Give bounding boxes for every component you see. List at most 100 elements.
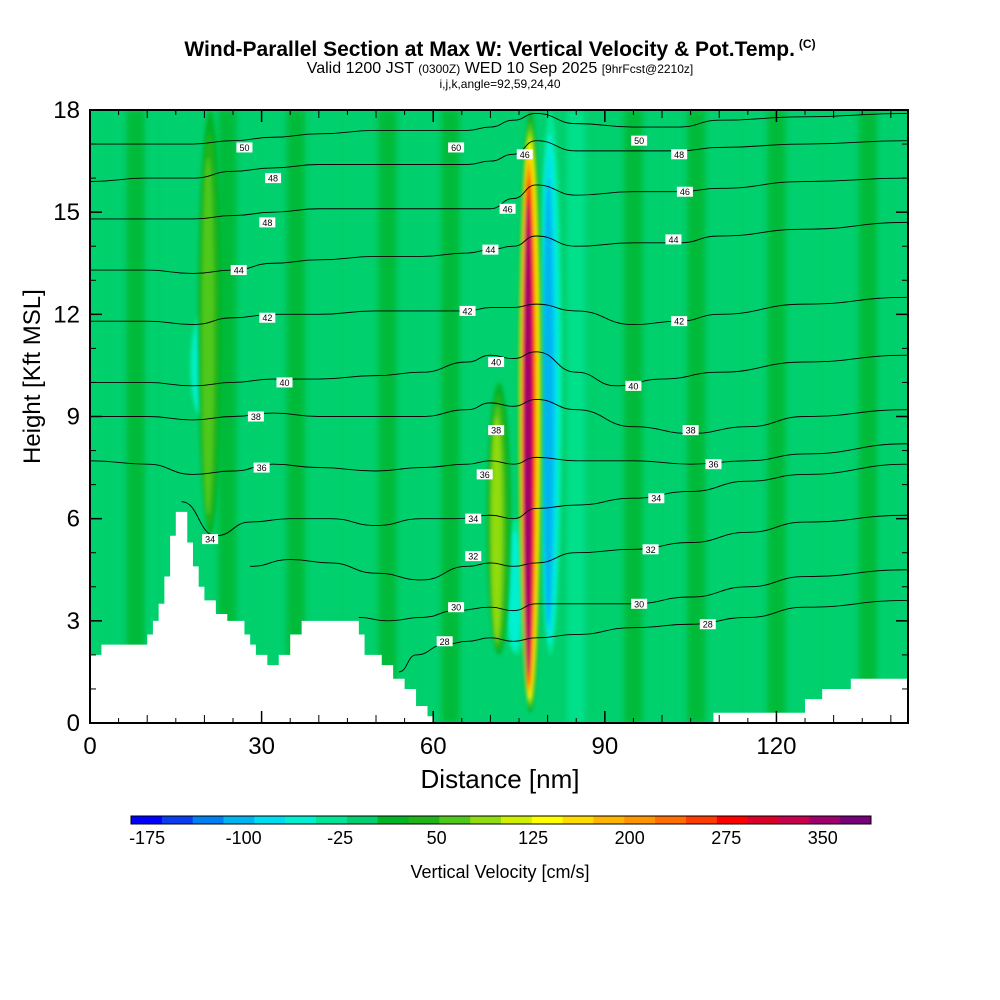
contour-label-text: 32 (468, 552, 478, 562)
chart-subtitle: Valid 1200 JST (0300Z) WED 10 Sep 2025 [… (306, 60, 694, 77)
colorbar-tick-label: 200 (615, 828, 645, 848)
contour-label-box (448, 602, 465, 613)
contour-label-box (465, 513, 482, 524)
colorbar-swatch (254, 816, 286, 824)
contour-label: 48 (259, 217, 276, 228)
contour-label-box (488, 357, 505, 368)
colorbar-swatch (562, 816, 594, 824)
theta-contour-38 (90, 399, 908, 434)
colorbar-swatch (716, 816, 749, 824)
theta-contour-40 (90, 351, 908, 387)
colorbar-swatch (131, 816, 163, 824)
weak-motion-band (441, 110, 460, 723)
colorbar-swatch (470, 816, 502, 824)
weak-motion-band (687, 110, 706, 723)
updraft-plume (198, 110, 223, 536)
colorbar-tick-label: 350 (808, 828, 838, 848)
contour-label: 48 (671, 149, 688, 160)
contour-label: 36 (476, 469, 493, 480)
contour-label-box (499, 203, 516, 214)
contour-label-text: 60 (451, 143, 461, 153)
weak-motion-band (567, 110, 586, 723)
contour-label-text: 46 (680, 187, 690, 197)
theta-contour-30 (358, 569, 908, 622)
contour-label-text: 46 (520, 150, 530, 160)
contour-label-text: 50 (239, 143, 249, 153)
contour-label-text: 38 (686, 426, 696, 436)
contour-label-box (482, 244, 499, 255)
updraft-plume (487, 382, 511, 655)
theta-contour-50 (90, 112, 908, 145)
colorbar-swatch (377, 816, 409, 824)
y-tick-label: 18 (53, 97, 80, 124)
contour-label-box (642, 544, 659, 555)
contour-label-box (476, 469, 493, 480)
contour-label: 38 (247, 411, 264, 422)
contour-label: 40 (276, 377, 293, 388)
contour-label-box (236, 142, 253, 153)
contour-label: 38 (682, 425, 699, 436)
contour-label-text: 38 (491, 426, 501, 436)
contour-label-box (488, 425, 505, 436)
contour-label-box (459, 305, 476, 316)
theta-contour-42 (90, 296, 908, 326)
colorbar-label: Vertical Velocity [cm/s] (410, 862, 590, 882)
contour-label-box (265, 173, 282, 184)
contour-label-text: 40 (628, 381, 638, 391)
colorbar-swatch (809, 816, 841, 824)
contour-label: 36 (705, 459, 722, 470)
contour-label-text: 44 (234, 266, 244, 276)
contour-label-text: 48 (674, 150, 684, 160)
contour-label: 50 (631, 135, 648, 146)
y-tick-label: 12 (53, 301, 80, 328)
contour-label: 42 (671, 316, 688, 327)
contour-label-box (625, 380, 642, 391)
terrain (90, 511, 908, 723)
x-tick-label: 120 (756, 733, 796, 760)
weak-motion-band (624, 110, 643, 723)
weak-motion-band (584, 110, 603, 723)
contour-label: 42 (259, 312, 276, 323)
terrain-profile (90, 511, 908, 723)
colorbar-swatch (192, 816, 224, 824)
contour-label: 34 (202, 534, 219, 545)
x-tick-label: 30 (248, 733, 275, 760)
weak-motion-bands (98, 110, 900, 723)
colorbar-tick-label: 125 (518, 828, 548, 848)
contour-label: 46 (516, 149, 533, 160)
contour-label-box (671, 316, 688, 327)
contour-label: 48 (265, 173, 282, 184)
theta-contour-34 (181, 463, 908, 537)
contour-label: 46 (499, 203, 516, 214)
colorbar-tick-label: -25 (327, 828, 353, 848)
contour-label-text: 44 (668, 235, 678, 245)
copyright-mark: (C) (798, 37, 816, 51)
weak-motion-band (767, 110, 786, 723)
contour-label-text: 30 (634, 599, 644, 609)
contour-label-box (259, 217, 276, 228)
contour-label: 40 (625, 380, 642, 391)
theta-contour-32 (250, 514, 908, 581)
contour-label-text: 34 (468, 514, 478, 524)
colorbar-swatch (624, 816, 656, 824)
theta-contour-46 (90, 177, 908, 220)
plume-level (491, 416, 502, 641)
contour-label-text: 32 (646, 545, 656, 555)
contour-label-box (516, 149, 533, 160)
contour-label: 44 (230, 265, 247, 276)
weak-motion-band (286, 110, 305, 723)
contour-labels: 50 60 50 48 48 46 48 46 46 44 44 44 42 42 42 40 40 40 38 38… (202, 135, 722, 647)
colorbar-tick-label: 50 (427, 828, 447, 848)
y-tick-label: 9 (67, 404, 80, 431)
theta-contour-48 (90, 140, 908, 182)
colorbar-swatch (655, 816, 687, 824)
contour-label-box (699, 619, 716, 630)
contour-label: 30 (448, 602, 465, 613)
contour-label-box (676, 186, 693, 197)
contour-label: 50 (236, 142, 253, 153)
x-tick-label: 0 (83, 733, 96, 760)
colorbar-swatch (593, 816, 625, 824)
contour-label-text: 42 (463, 306, 473, 316)
y-tick-label: 3 (67, 608, 80, 635)
